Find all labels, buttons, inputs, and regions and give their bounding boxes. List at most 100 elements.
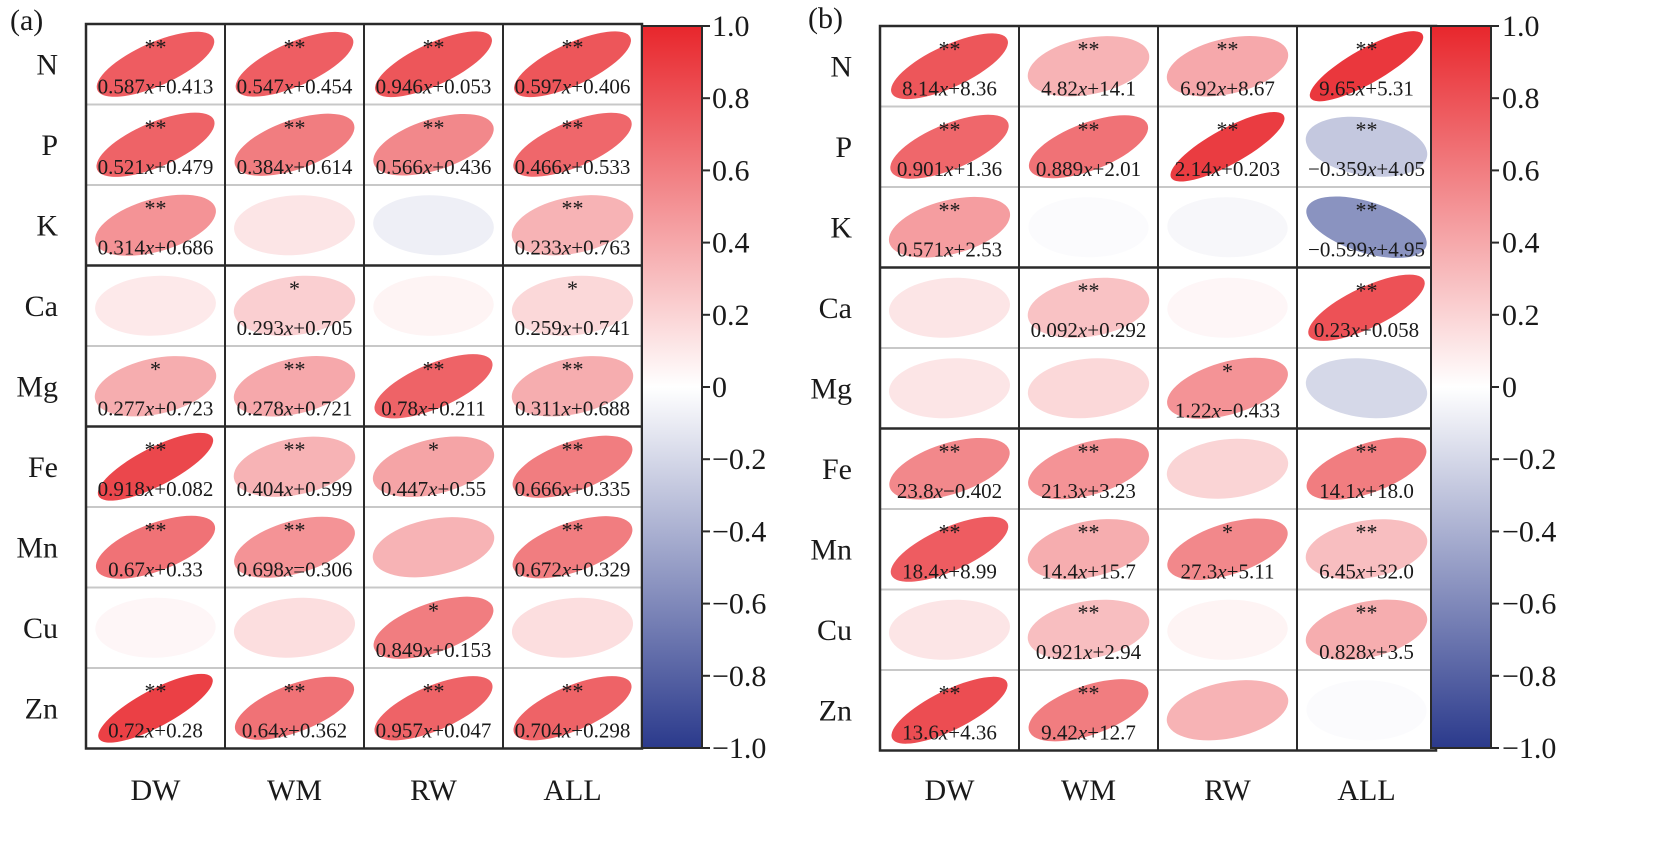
correlation-ellipse [1027,519,1150,580]
significance-marker: ** [145,195,167,220]
regression-equation: 18.4x+8.99 [902,559,997,583]
regression-equation: 0.259x+0.741 [515,316,631,340]
significance-marker: ** [939,197,961,222]
correlation-ellipse [234,195,355,256]
significance-marker: ** [939,117,961,142]
significance-marker: ** [1356,197,1378,222]
column-label: RW [410,774,457,807]
significance-marker: ** [1078,278,1100,303]
correlation-ellipse [1305,519,1428,580]
correlation-ellipse [511,195,634,256]
regression-equation: 0.233x+0.763 [515,235,631,259]
regression-equation: 0.889x+2.01 [1036,157,1141,181]
significance-marker: ** [423,678,445,703]
regression-equation: 0.447x+0.55 [381,477,486,501]
colorbar-tick-label: −0.6 [712,588,766,621]
significance-marker: ** [145,678,167,703]
correlation-ellipse [1166,36,1289,97]
significance-marker: * [150,356,161,381]
colorbar-tick-label: 0 [712,371,727,404]
significance-marker: * [567,276,578,301]
regression-equation: 8.14x+8.36 [902,76,997,100]
correlation-ellipse [1027,599,1150,660]
correlation-ellipse [373,195,494,256]
regression-equation: 0.957x+0.047 [376,718,492,742]
regression-equation: 0.64x+0.362 [242,718,347,742]
significance-marker: ** [562,115,584,140]
regression-equation: 0.384x+0.614 [237,155,353,179]
regression-equation: 0.946x+0.053 [376,74,492,98]
correlation-ellipse [514,31,631,98]
correlation-ellipse [511,275,634,336]
significance-marker: ** [1356,600,1378,625]
regression-equation: 0.704x+0.298 [515,718,631,742]
row-label: Cu [817,614,852,647]
colorbar-tick-label: −0.6 [1502,588,1556,621]
significance-marker: ** [284,356,306,381]
regression-equation: 2.14x+0.203 [1175,157,1280,181]
row-label: N [830,50,852,83]
regression-equation: 6.45x+32.0 [1319,559,1414,583]
significance-marker: ** [284,115,306,140]
correlation-ellipse [1305,358,1428,419]
significance-marker: ** [1078,519,1100,544]
correlation-ellipse [97,432,214,501]
correlation-ellipse [372,517,495,578]
correlation-ellipse [1028,679,1149,742]
regression-equation: 0.67x+0.33 [108,557,203,581]
correlation-ellipse [95,597,216,658]
colorbar-tick-label: −0.8 [712,660,766,693]
regression-equation: 0.547x+0.454 [237,74,353,98]
regression-equation: 0.311x+0.688 [515,396,630,420]
correlation-ellipse [511,356,634,417]
correlation-ellipse [233,275,356,336]
column-label: DW [925,774,976,807]
correlation-ellipse [1027,277,1150,338]
correlation-ellipse [373,275,494,336]
significance-marker: * [428,437,439,462]
significance-marker: ** [1356,117,1378,142]
significance-marker: ** [1217,117,1239,142]
regression-equation: 0.521x+0.479 [98,155,214,179]
regression-equation: 0.466x+0.533 [515,155,631,179]
significance-marker: ** [939,439,961,464]
correlation-ellipse [374,354,493,419]
correlation-ellipse [512,435,633,498]
significance-marker: ** [1356,278,1378,303]
correlation-ellipse [1167,599,1288,660]
regression-equation: 0.918x+0.082 [98,477,214,501]
regression-equation: 0.597x+0.406 [515,74,631,98]
correlation-ellipse [233,597,356,658]
significance-marker: ** [1078,439,1100,464]
correlation-ellipse [234,516,355,578]
row-label: P [41,129,58,162]
row-label: Ca [25,290,58,323]
regression-equation: 9.42x+12.7 [1041,720,1136,744]
colorbar-tick-label: 0.6 [1502,154,1540,187]
significance-marker: ** [1356,519,1378,544]
correlation-ellipse [372,436,495,498]
row-label: N [36,48,58,81]
correlation-ellipse [513,112,632,177]
significance-marker: ** [562,34,584,59]
regression-equation: 14.4x+15.7 [1041,559,1136,583]
colorbar-tick-label: 0.2 [1502,299,1540,332]
colorbar-tick-label: −0.2 [712,443,766,476]
correlation-ellipse [511,597,634,658]
correlation-ellipse [890,114,1009,179]
correlation-ellipse [1170,112,1285,182]
regression-equation: 0.587x+0.413 [98,74,214,98]
row-label: Mn [16,531,58,564]
significance-marker: ** [145,34,167,59]
significance-marker: ** [1078,680,1100,705]
correlation-ellipse [233,356,356,417]
regression-equation: 0.921x+2.94 [1036,640,1142,664]
regression-equation: 1.22x−0.433 [1175,398,1280,422]
correlation-ellipse [374,676,493,741]
correlation-ellipse [233,436,356,497]
regression-equation: 0.277x+0.723 [98,396,214,420]
colorbar-tick-label: 0.4 [1502,227,1540,260]
significance-marker: ** [562,678,584,703]
regression-equation: 0.901x+1.36 [897,157,1002,181]
correlation-ellipse [1027,358,1150,419]
